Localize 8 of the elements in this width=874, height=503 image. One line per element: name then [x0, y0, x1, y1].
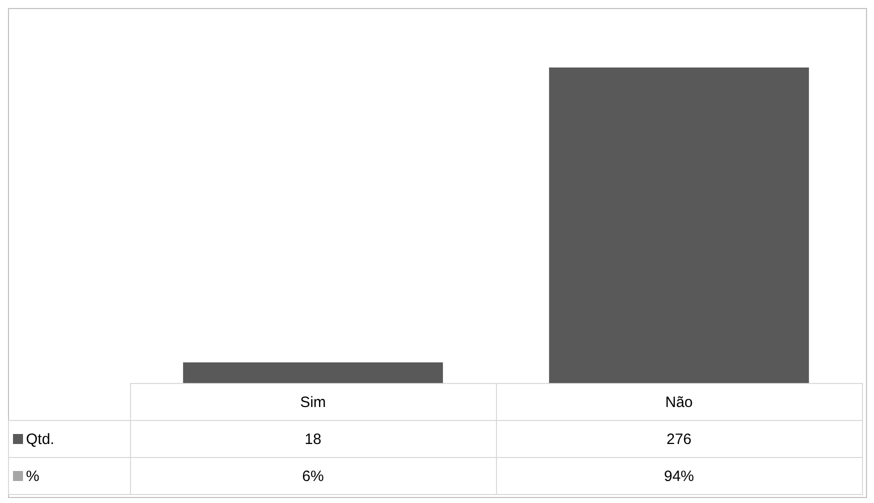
legend-label: Qtd. — [8, 420, 130, 458]
legend-label: % — [8, 458, 130, 494]
data-label: 6% — [130, 458, 496, 494]
data-label: 276 — [496, 420, 862, 458]
x-tick-label: Não — [496, 384, 862, 420]
x-tick-label: Sim — [130, 384, 496, 420]
data-label: 94% — [496, 458, 862, 494]
data-label: 18 — [130, 420, 496, 458]
